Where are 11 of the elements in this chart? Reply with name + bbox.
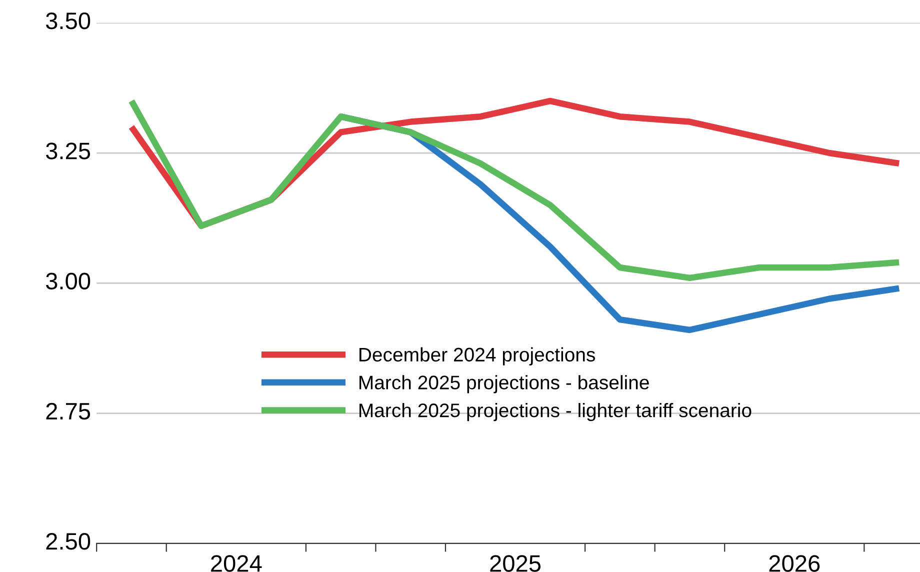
y-tick-label: 3.25 (46, 142, 90, 160)
y-tick-label: 3.50 (46, 12, 90, 30)
legend-label: March 2025 projections - baseline (360, 375, 649, 394)
x-tick-label: 2024 (211, 555, 262, 572)
y-tick-label: 2.50 (46, 533, 90, 550)
y-tick-label: 2.75 (46, 402, 90, 420)
y-tick-label: 3.00 (46, 272, 90, 290)
legend-label: March 2025 projections - lighter tariff scenario (360, 402, 752, 422)
x-tick-label: 2025 (490, 555, 541, 572)
x-tick-label: 2026 (769, 555, 820, 572)
legend-label: December 2024 projections (360, 347, 595, 366)
